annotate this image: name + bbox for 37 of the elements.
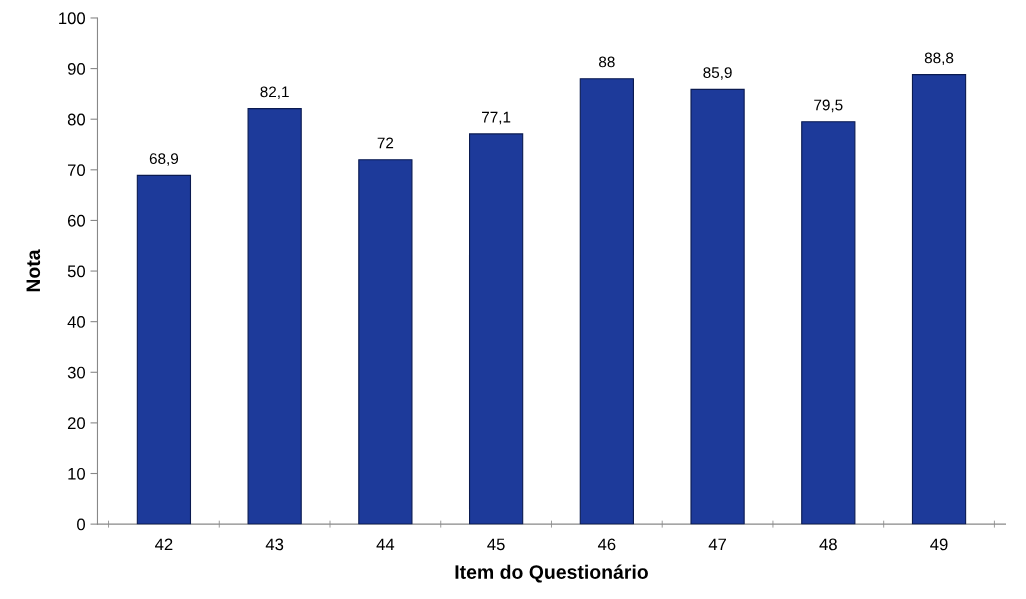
data-label: 77,1 [482, 111, 511, 125]
y-tick-label: 20 [67, 417, 86, 430]
x-tick-label: 42 [155, 538, 173, 551]
bar [801, 121, 856, 525]
data-label: 72 [377, 137, 394, 149]
x-tick-label: 46 [597, 538, 616, 551]
bar [358, 159, 413, 525]
y-axis-title: Nota [26, 249, 41, 292]
y-tick-label: 90 [67, 62, 86, 75]
bar [579, 78, 634, 525]
data-label: 79,5 [814, 99, 843, 113]
data-label: 68,9 [149, 153, 179, 166]
bar [911, 74, 967, 525]
y-tick-label: 80 [67, 113, 86, 126]
x-tick-label: 44 [376, 538, 395, 551]
x-tick-label: 47 [708, 538, 727, 551]
data-label: 85,9 [703, 67, 732, 80]
x-tick-label: 49 [930, 538, 948, 551]
y-tick-label: 70 [67, 164, 86, 177]
data-label: 82,1 [260, 86, 289, 100]
x-tick-label: 43 [265, 538, 284, 551]
y-tick-label: 10 [68, 467, 86, 480]
y-tick-label: 40 [67, 316, 86, 328]
bar [247, 108, 302, 525]
x-axis-title: Item do Questionário [455, 564, 648, 583]
y-tick-label: 60 [67, 214, 86, 227]
y-tick-label: 0 [77, 518, 86, 531]
x-tick-label: 48 [819, 538, 837, 551]
data-label: 88,8 [924, 52, 954, 66]
bar [136, 174, 192, 525]
y-tick-label: 30 [67, 366, 86, 379]
bar [690, 88, 745, 525]
y-tick-label: 100 [59, 12, 86, 25]
y-tick-label: 50 [67, 265, 86, 278]
data-label: 88 [599, 56, 615, 68]
bar [468, 133, 524, 525]
x-tick-label: 45 [487, 538, 505, 551]
